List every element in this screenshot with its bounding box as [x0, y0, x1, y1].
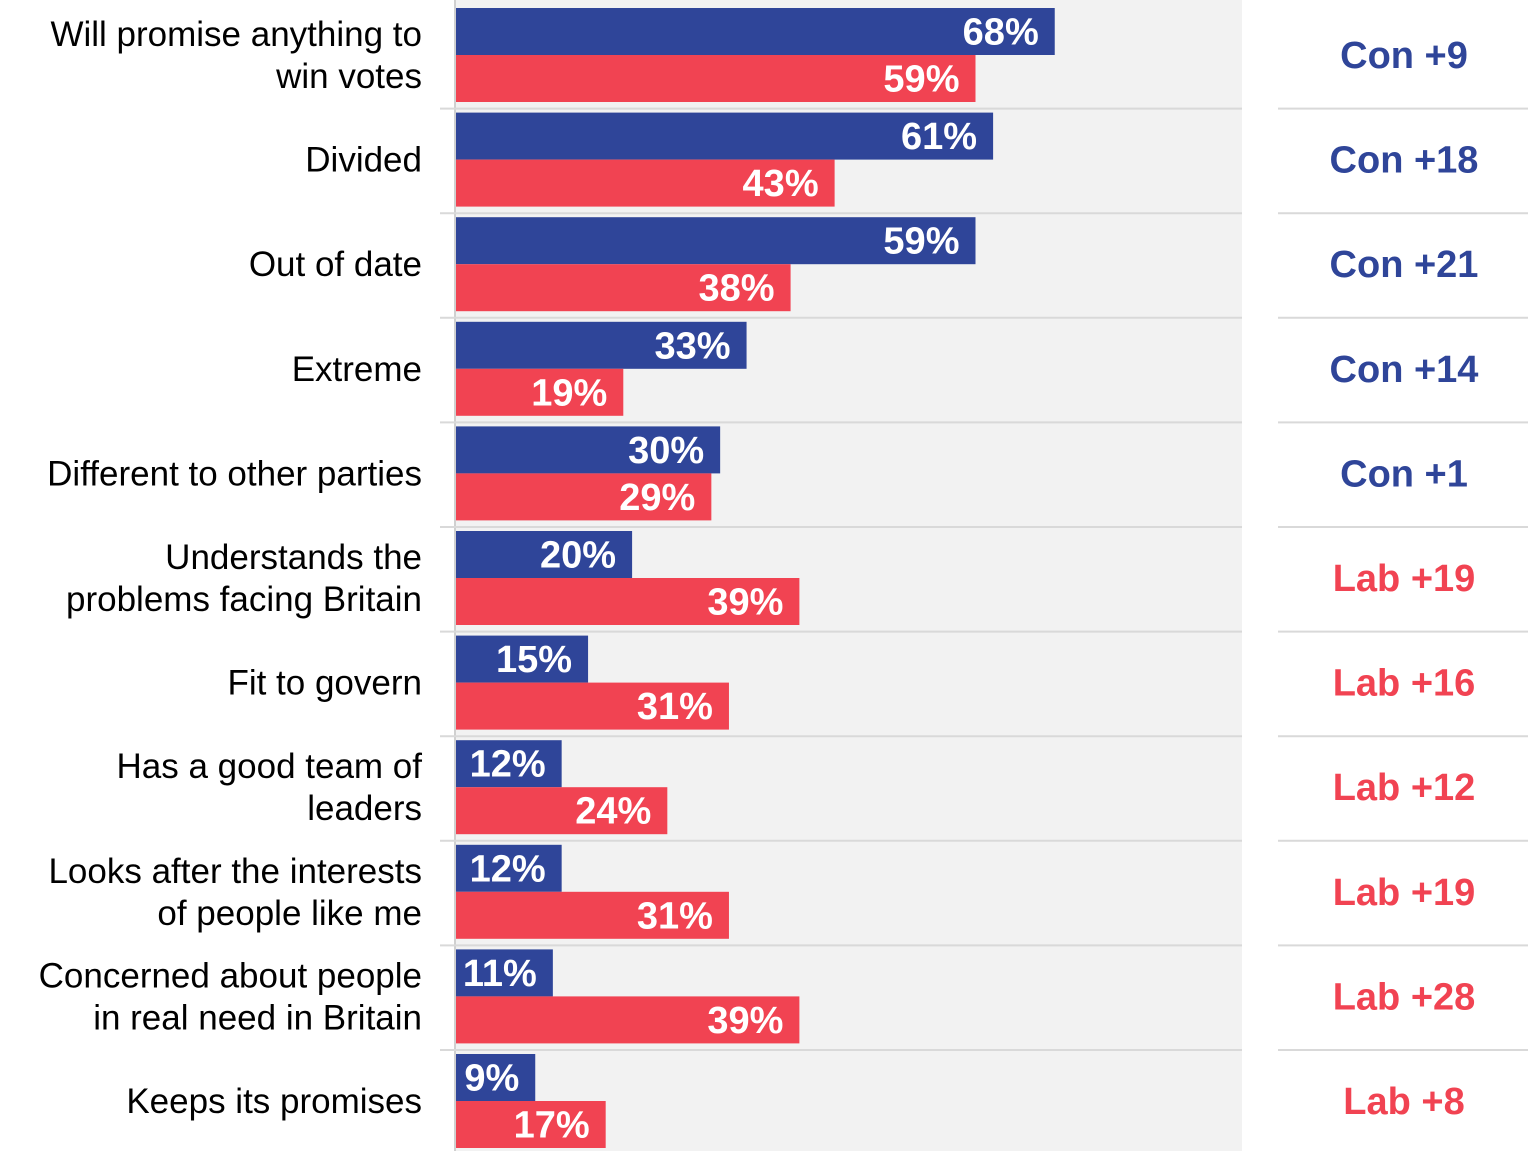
difference-label: Con +18 — [1330, 140, 1479, 182]
data-label: 33% — [655, 325, 731, 367]
bar — [456, 635, 589, 683]
difference-label: Con +14 — [1330, 349, 1479, 391]
bar — [456, 321, 747, 369]
bar — [456, 1101, 606, 1148]
bar — [456, 844, 562, 892]
bar — [456, 891, 729, 939]
data-label: 17% — [514, 1105, 590, 1147]
data-label: 68% — [963, 12, 1039, 54]
difference-label: Lab +19 — [1333, 558, 1476, 600]
difference-label: Lab +8 — [1343, 1081, 1464, 1123]
bar — [456, 55, 976, 102]
data-label: 30% — [628, 430, 704, 472]
category-label: Extreme — [292, 350, 422, 389]
bar — [456, 787, 668, 835]
data-label: 39% — [707, 1000, 783, 1042]
data-label: 24% — [575, 791, 651, 833]
bar — [456, 368, 624, 416]
category-label: Will promise anything to — [50, 15, 422, 54]
bar — [456, 112, 994, 160]
data-label: 15% — [496, 639, 572, 681]
bar — [456, 682, 729, 730]
bar — [456, 740, 562, 788]
bar — [456, 473, 712, 521]
data-label: 12% — [470, 744, 546, 786]
category-label: Looks after the interests — [48, 852, 422, 891]
difference-label: Lab +12 — [1333, 767, 1476, 809]
category-label: win votes — [275, 57, 422, 96]
bar — [456, 159, 835, 207]
bar — [456, 426, 721, 474]
data-label: 38% — [699, 268, 775, 310]
category-label: leaders — [307, 789, 422, 828]
difference-label: Lab +16 — [1333, 663, 1476, 705]
bar — [456, 531, 633, 578]
data-label: 11% — [463, 953, 537, 995]
bar — [456, 949, 553, 997]
category-label: Has a good team of — [117, 747, 423, 786]
bar — [456, 264, 791, 312]
data-label: 61% — [901, 116, 977, 158]
data-label: 59% — [883, 59, 959, 101]
data-label: 9% — [464, 1058, 519, 1100]
category-label: Divided — [305, 141, 422, 180]
difference-label: Lab +28 — [1333, 976, 1476, 1018]
data-label: 29% — [619, 477, 695, 519]
category-label: Out of date — [249, 245, 422, 284]
data-label: 43% — [743, 163, 819, 205]
category-label: Different to other parties — [47, 454, 422, 493]
bar — [456, 578, 800, 625]
category-label: Understands the — [165, 538, 422, 577]
difference-label: Con +1 — [1340, 453, 1468, 495]
bar — [456, 217, 976, 265]
data-label: 59% — [883, 221, 959, 263]
category-label: of people like me — [157, 894, 422, 933]
data-label: 19% — [531, 372, 607, 414]
bar — [456, 996, 800, 1044]
data-label: 31% — [637, 895, 713, 937]
bar — [456, 1054, 536, 1101]
data-label: 31% — [637, 686, 713, 728]
category-label: Fit to govern — [227, 664, 422, 703]
category-label: in real need in Britain — [93, 998, 422, 1037]
data-label: 39% — [707, 582, 783, 624]
difference-label: Con +21 — [1330, 244, 1479, 286]
category-label: problems facing Britain — [66, 580, 422, 619]
category-label: Keeps its promises — [126, 1082, 422, 1121]
bar — [456, 8, 1055, 55]
data-label: 12% — [470, 848, 546, 890]
difference-label: Con +9 — [1340, 35, 1468, 77]
category-label: Concerned about people — [39, 956, 422, 995]
difference-label: Lab +19 — [1333, 872, 1476, 914]
data-label: 20% — [540, 535, 616, 577]
